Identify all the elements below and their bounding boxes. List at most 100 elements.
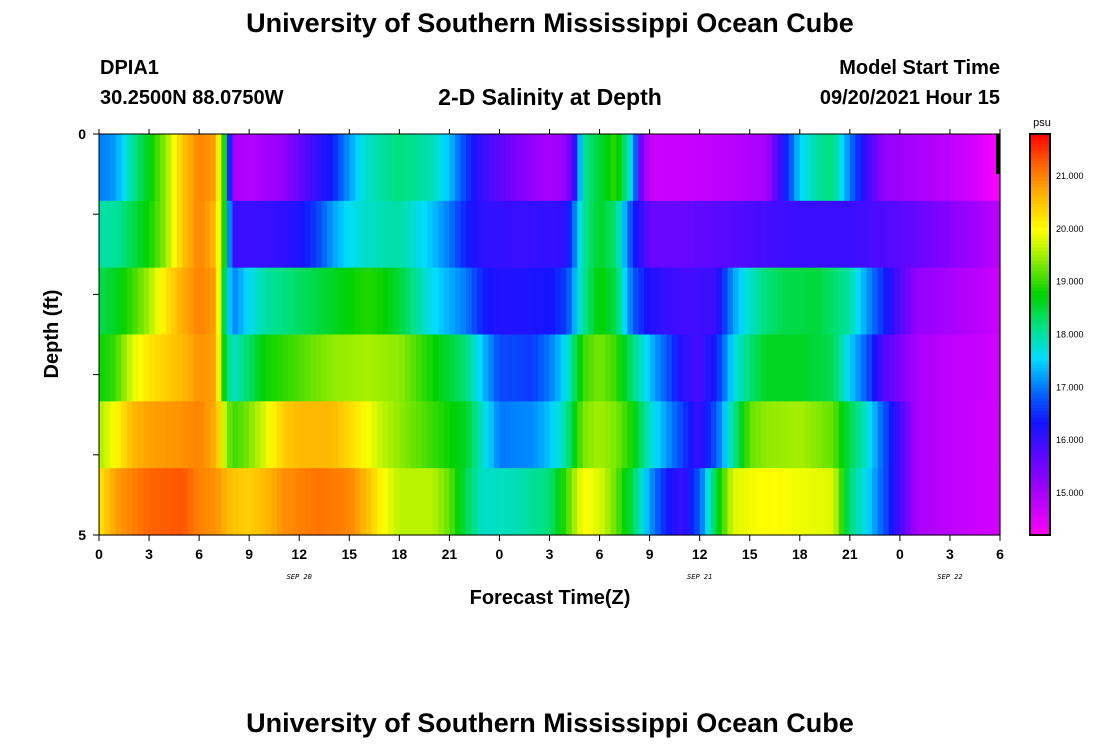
colorbar-tick-label: 21.000	[1056, 171, 1084, 181]
heatmap-cell	[499, 468, 506, 536]
heatmap-cell	[727, 401, 734, 469]
colorbar-segment	[1030, 514, 1050, 519]
heatmap-cell	[810, 200, 818, 269]
heatmap-cell	[966, 200, 973, 269]
heatmap-cell	[738, 200, 745, 269]
heatmap-cell	[421, 200, 428, 269]
heatmap-cell	[438, 334, 445, 402]
x-tick-label: 12	[692, 546, 708, 562]
heatmap-cell	[310, 401, 317, 469]
colorbar-segment	[1030, 511, 1050, 516]
heatmap-cell	[571, 468, 578, 536]
heatmap-cell	[471, 200, 478, 269]
heatmap-cell	[899, 200, 907, 269]
heatmap-cell	[488, 468, 495, 536]
heatmap-cell	[382, 200, 389, 269]
heatmap-cell	[688, 267, 695, 336]
colorbar-segment	[1030, 494, 1050, 499]
heatmap-cell	[449, 468, 456, 536]
heatmap-cell	[466, 134, 473, 202]
heatmap-cell	[599, 468, 606, 536]
heatmap-cell	[343, 267, 350, 336]
heatmap-cell	[193, 334, 200, 402]
heatmap-cell	[104, 200, 111, 269]
colorbar-segment	[1030, 240, 1050, 245]
heatmap-cell	[705, 401, 712, 469]
colorbar-segment	[1030, 474, 1050, 479]
heatmap-cell	[432, 401, 439, 469]
heatmap-cell	[810, 468, 818, 536]
heatmap-cell	[510, 334, 517, 402]
heatmap-cell	[577, 401, 584, 469]
heatmap-cell	[710, 334, 717, 402]
chart-title: 2-D Salinity at Depth	[438, 84, 662, 110]
heatmap-cell	[911, 134, 918, 202]
heatmap-cell	[972, 401, 979, 469]
heatmap-cell	[927, 134, 934, 202]
colorbar-segment	[1030, 461, 1050, 466]
heatmap-cell	[466, 267, 473, 336]
heatmap-cell	[371, 134, 378, 202]
heatmap-cell	[471, 468, 478, 536]
heatmap-cell	[99, 401, 106, 469]
heatmap-cell	[666, 200, 673, 269]
heatmap-cell	[844, 468, 851, 536]
heatmap-cell	[199, 468, 206, 536]
heatmap-cell	[888, 200, 895, 269]
colorbar-tick-label: 18.000	[1056, 330, 1084, 340]
heatmap-cell	[538, 401, 545, 469]
colorbar-segment	[1030, 220, 1050, 225]
heatmap-cell	[104, 134, 111, 202]
heatmap-cell	[560, 200, 567, 269]
heatmap-cell	[288, 267, 295, 336]
heatmap-cell	[955, 468, 962, 536]
heatmap-cell	[671, 334, 679, 402]
heatmap-cell	[794, 334, 801, 402]
colorbar-segment	[1030, 521, 1050, 526]
heatmap-cell	[844, 134, 851, 202]
colorbar-segment	[1030, 491, 1050, 496]
heatmap-cell	[538, 200, 545, 269]
heatmap-cell	[899, 267, 907, 336]
colorbar-segment	[1030, 411, 1050, 416]
colorbar-segment	[1030, 160, 1050, 165]
colorbar-segment	[1030, 167, 1050, 172]
heatmap-cell	[327, 401, 334, 469]
heatmap-cell	[282, 200, 289, 269]
heatmap-cell	[721, 401, 729, 469]
colorbar-segment	[1030, 458, 1050, 463]
heatmap-cell	[833, 200, 840, 269]
heatmap-cell	[571, 134, 578, 202]
heatmap-cell	[855, 334, 862, 402]
heatmap-cell	[499, 134, 506, 202]
heatmap-cell	[627, 200, 634, 269]
heatmap-cell	[204, 468, 211, 536]
heatmap-cell	[271, 134, 278, 202]
heatmap-cell	[165, 401, 172, 469]
colorbar-segment	[1030, 344, 1050, 349]
heatmap-cell	[365, 134, 373, 202]
colorbar-segment	[1030, 351, 1050, 356]
heatmap-cell	[949, 468, 957, 536]
heatmap-cell	[354, 401, 361, 469]
heatmap-cell	[899, 468, 907, 536]
x-tick-label: 6	[996, 546, 1004, 562]
heatmap-cell	[649, 200, 656, 269]
heatmap-cell	[521, 401, 528, 469]
heatmap-cell	[399, 200, 406, 269]
heatmap-cell	[799, 401, 806, 469]
colorbar-segment	[1030, 177, 1050, 182]
heatmap-cell	[399, 468, 406, 536]
heatmap-cell	[310, 468, 317, 536]
heatmap-cell	[321, 334, 328, 402]
heatmap-cell	[388, 401, 395, 469]
heatmap-cell	[938, 200, 945, 269]
heatmap-cell	[566, 200, 573, 269]
heatmap-cell	[599, 401, 606, 469]
heatmap-cell	[744, 468, 751, 536]
heatmap-cell	[771, 334, 779, 402]
heatmap-cell	[877, 200, 884, 269]
heatmap-cell	[165, 200, 172, 269]
heatmap-cell	[243, 134, 250, 202]
heatmap-cell	[961, 468, 968, 536]
